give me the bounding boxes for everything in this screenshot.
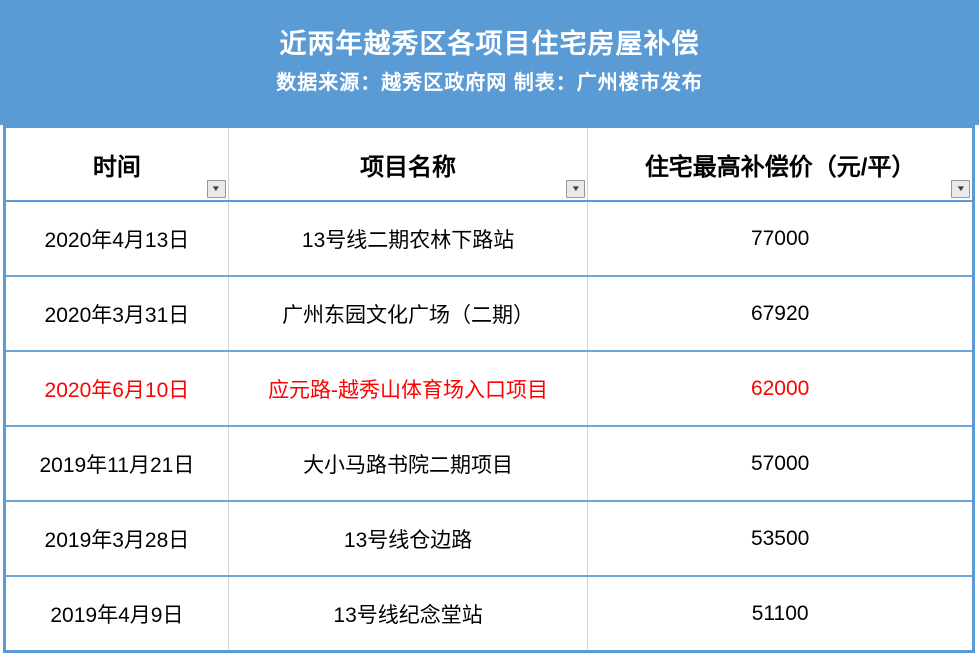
chevron-down-icon: ▼	[211, 184, 222, 193]
cell-project: 广州东园文化广场（二期）	[227, 276, 588, 352]
cell-project: 13号线纪念堂站	[227, 576, 588, 652]
compensation-table: 时间 ▼ 项目名称 ▼ 住宅最高补偿价（元/平） ▼ 2020年4月13日 13…	[3, 125, 975, 653]
cell-project: 应元路-越秀山体育场入口项目	[227, 351, 588, 427]
banner: 近两年越秀区各项目住宅房屋补偿 数据来源：越秀区政府网 制表：广州楼市发布	[0, 0, 979, 125]
page-title: 近两年越秀区各项目住宅房屋补偿	[279, 29, 700, 59]
table-body: 2020年4月13日 13号线二期农林下路站 77000 2020年3月31日 …	[4, 201, 974, 652]
table-header: 时间 ▼ 项目名称 ▼ 住宅最高补偿价（元/平） ▼	[4, 126, 974, 202]
table-row: 2020年6月10日 应元路-越秀山体育场入口项目 62000	[4, 351, 974, 427]
cell-date: 2020年3月31日	[4, 276, 229, 352]
filter-button-project[interactable]: ▼	[566, 180, 586, 198]
cell-date: 2019年11月21日	[4, 426, 229, 502]
cell-price: 62000	[587, 351, 974, 427]
table-row: 2019年3月28日 13号线仓边路 53500	[4, 501, 974, 577]
column-header-label: 住宅最高补偿价（元/平）	[644, 153, 916, 181]
table-row: 2019年4月9日 13号线纪念堂站 51100	[5, 576, 974, 652]
table-row: 2019年11月21日 大小马路书院二期项目 57000	[4, 426, 974, 502]
cell-project: 13号线仓边路	[227, 501, 588, 577]
cell-date: 2019年3月28日	[4, 501, 229, 577]
cell-price: 53500	[587, 501, 974, 577]
chevron-down-icon: ▼	[955, 184, 966, 193]
column-header-price: 住宅最高补偿价（元/平） ▼	[587, 126, 974, 202]
column-header-project: 项目名称 ▼	[227, 126, 588, 202]
table-row: 2020年4月13日 13号线二期农林下路站 77000	[4, 201, 974, 277]
column-header-time: 时间 ▼	[4, 126, 229, 202]
cell-price: 77000	[587, 201, 974, 277]
table-row: 2020年3月31日 广州东园文化广场（二期） 67920	[4, 276, 974, 352]
filter-button-time[interactable]: ▼	[206, 180, 226, 198]
cell-price: 51100	[587, 576, 974, 652]
cell-project: 13号线二期农林下路站	[227, 201, 588, 277]
cell-date: 2020年4月13日	[4, 201, 229, 277]
cell-price: 57000	[587, 426, 974, 502]
page-subtitle: 数据来源：越秀区政府网 制表：广州楼市发布	[276, 72, 703, 94]
header-row: 时间 ▼ 项目名称 ▼ 住宅最高补偿价（元/平） ▼	[4, 126, 974, 202]
column-header-label: 项目名称	[360, 153, 457, 181]
cell-price: 67920	[587, 276, 974, 352]
chevron-down-icon: ▼	[570, 184, 581, 193]
column-header-label: 时间	[92, 153, 141, 181]
table-wrapper: 时间 ▼ 项目名称 ▼ 住宅最高补偿价（元/平） ▼ 2020年4月13日 13…	[3, 125, 975, 653]
filter-button-price[interactable]: ▼	[951, 180, 970, 198]
cell-project: 大小马路书院二期项目	[227, 426, 588, 502]
cell-date: 2020年6月10日	[4, 351, 229, 427]
cell-date: 2019年4月9日	[50, 603, 184, 627]
